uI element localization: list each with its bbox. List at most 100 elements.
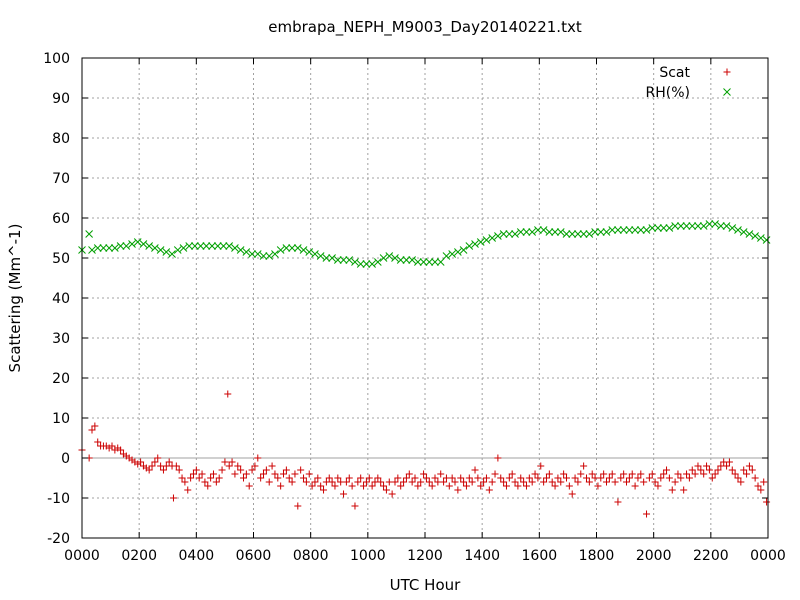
- scat-point: [645, 474, 653, 482]
- scat-point: [207, 474, 215, 482]
- rh-point: [671, 222, 679, 230]
- scat-point: [625, 474, 633, 482]
- scat-point: [354, 478, 362, 486]
- rh-point: [745, 230, 754, 238]
- rh-point: [465, 242, 474, 250]
- scat-point: [225, 462, 233, 470]
- rh-point: [591, 228, 599, 236]
- x-tick-label: 1400: [464, 548, 500, 564]
- x-tick-label: 1000: [350, 548, 386, 564]
- scat-point: [671, 478, 679, 486]
- scat-point: [209, 470, 217, 478]
- scat-point: [417, 478, 425, 486]
- rh-point: [682, 222, 691, 230]
- rh-point: [739, 228, 748, 236]
- y-tick-label: 100: [43, 51, 70, 67]
- rh-point: [202, 242, 211, 250]
- rh-point: [471, 240, 479, 248]
- scat-point: [631, 482, 639, 490]
- scat-point: [711, 470, 719, 478]
- scat-point: [528, 478, 536, 486]
- rh-point: [293, 244, 302, 252]
- rh-point: [373, 258, 382, 266]
- y-tick-label: 50: [52, 251, 70, 267]
- rh-point: [751, 232, 759, 240]
- rh-point: [568, 230, 577, 238]
- rh-point: [534, 226, 542, 234]
- scat-point: [542, 474, 550, 482]
- rh-point: [619, 226, 628, 234]
- scat-point: [683, 470, 691, 478]
- x-tick-label: 1600: [522, 548, 558, 564]
- rh-point: [128, 240, 136, 248]
- rh-point: [236, 246, 245, 254]
- scat-point: [368, 482, 376, 490]
- scat-point: [328, 478, 336, 486]
- scat-point: [482, 474, 490, 482]
- scat-point: [708, 474, 716, 482]
- x-tick-label: 0200: [121, 548, 157, 564]
- rh-point: [162, 248, 171, 256]
- scat-point: [534, 474, 542, 482]
- rh-point: [219, 242, 228, 250]
- x-tick-label: 2200: [693, 548, 729, 564]
- rh-point: [173, 246, 182, 254]
- scat-point: [531, 470, 539, 478]
- legend: Scat RH(%): [646, 65, 731, 101]
- rh-point: [345, 256, 354, 264]
- scat-point: [445, 482, 453, 490]
- scat-point: [265, 478, 273, 486]
- scat-point: [565, 482, 573, 490]
- series-scat: [78, 390, 771, 518]
- scat-point: [148, 462, 156, 470]
- scat-point: [311, 478, 319, 486]
- scat-point: [288, 478, 296, 486]
- scat-point: [428, 482, 436, 490]
- scat-point: [760, 478, 768, 486]
- rh-point: [414, 258, 422, 266]
- scat-point: [745, 462, 753, 470]
- y-tick-label: -10: [47, 491, 70, 507]
- scat-point: [640, 478, 648, 486]
- scat-point: [414, 482, 422, 490]
- y-tick-label: -20: [47, 531, 70, 547]
- scat-point: [239, 474, 247, 482]
- y-tick-label: 10: [52, 411, 70, 427]
- scat-point: [294, 502, 302, 510]
- scat-point: [291, 470, 299, 478]
- scat-point: [600, 470, 608, 478]
- scat-point: [748, 466, 756, 474]
- rh-point: [85, 230, 93, 238]
- scat-point: [520, 478, 528, 486]
- rh-point: [488, 234, 497, 242]
- scat-point: [560, 470, 568, 478]
- scat-point: [588, 470, 596, 478]
- scat-point: [260, 470, 268, 478]
- rh-point: [585, 230, 594, 238]
- scat-point: [705, 466, 713, 474]
- rh-point: [551, 228, 559, 236]
- scat-point: [585, 478, 593, 486]
- scat-point: [448, 474, 456, 482]
- scat-point: [634, 474, 642, 482]
- scat-point: [300, 474, 308, 482]
- rh-point: [156, 246, 165, 254]
- rh-point: [665, 224, 674, 232]
- scat-point: [500, 478, 508, 486]
- scat-point: [491, 470, 499, 478]
- scat-point: [488, 478, 496, 486]
- scat-point: [342, 478, 350, 486]
- rh-point: [179, 244, 188, 252]
- rh-point: [282, 244, 291, 252]
- rh-point: [333, 256, 342, 264]
- rh-point: [351, 258, 359, 266]
- scat-point: [691, 470, 699, 478]
- scat-point: [257, 474, 265, 482]
- rh-point: [328, 254, 336, 262]
- rh-point: [631, 226, 639, 234]
- rh-point: [505, 230, 514, 238]
- scat-point: [254, 454, 262, 462]
- rh-point: [259, 252, 268, 260]
- rh-point: [642, 226, 651, 234]
